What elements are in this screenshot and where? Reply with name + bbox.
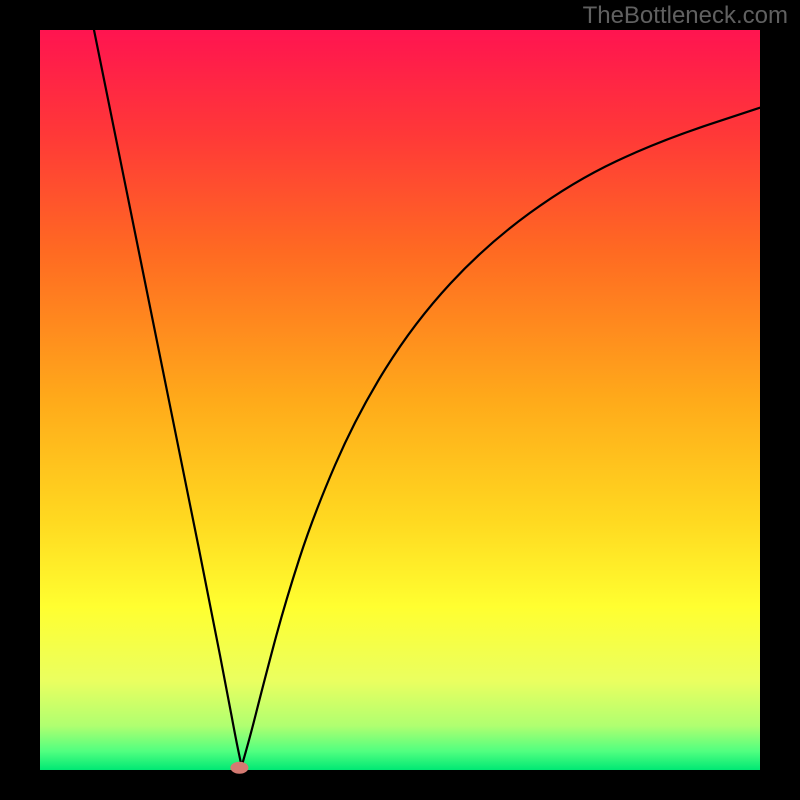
optimal-point-marker bbox=[230, 762, 248, 774]
stage: TheBottleneck.com bbox=[0, 0, 800, 800]
plot-background-gradient bbox=[40, 30, 760, 770]
watermark-text: TheBottleneck.com bbox=[583, 2, 788, 30]
bottleneck-chart bbox=[0, 0, 800, 800]
